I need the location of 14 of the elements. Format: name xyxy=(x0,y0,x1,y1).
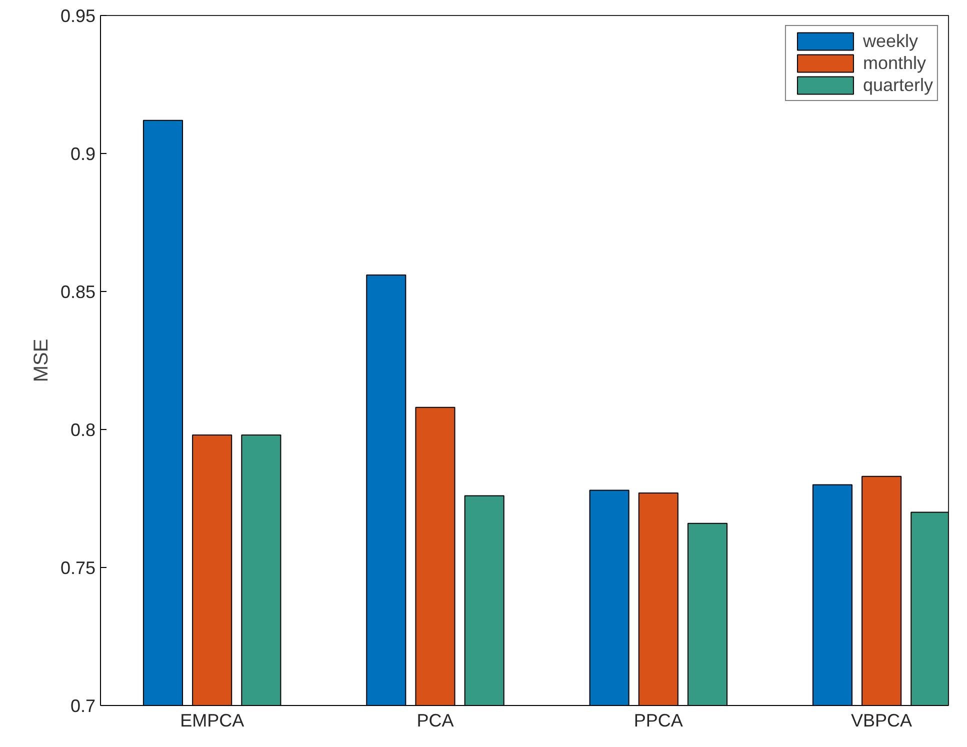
legend-label: quarterly xyxy=(862,74,933,96)
x-tick-label: EMPCA xyxy=(180,710,244,730)
y-tick-label: 0.9 xyxy=(70,144,96,164)
y-axis-title: MSE xyxy=(30,338,52,382)
x-tick-label: PPCA xyxy=(634,710,683,730)
y-tick-label: 0.75 xyxy=(60,558,96,578)
y-tick-label: 0.8 xyxy=(70,420,96,440)
y-tick-label: 0.7 xyxy=(70,696,96,716)
legend-label: monthly xyxy=(862,52,926,74)
y-tick-label: 0.85 xyxy=(60,282,96,302)
x-tick-label: PCA xyxy=(416,710,454,730)
x-tick-label: VBPCA xyxy=(851,710,912,730)
legend-label: weekly xyxy=(862,30,918,52)
y-tick-label: 0.95 xyxy=(60,6,96,26)
